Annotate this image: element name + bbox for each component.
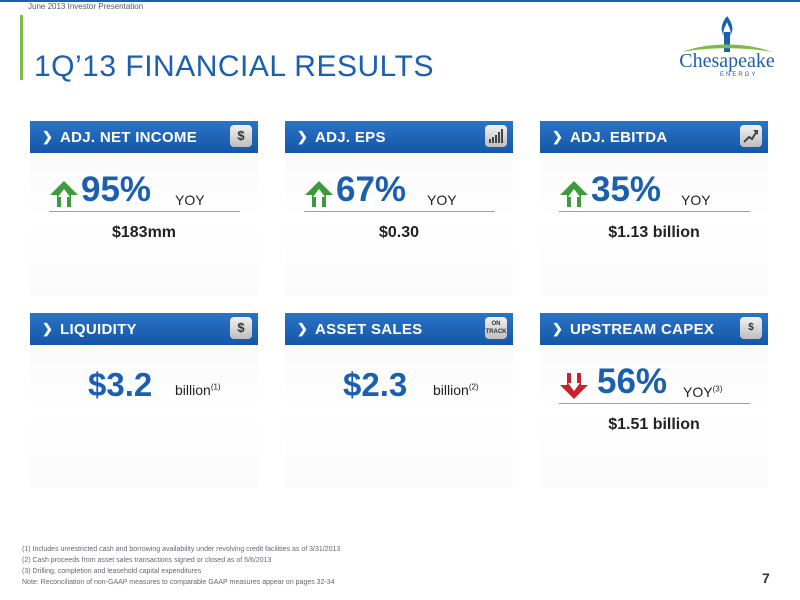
yoy-text: YOY: [683, 384, 713, 400]
invoice-icon: $: [740, 317, 762, 339]
yoy-label: YOY: [681, 192, 711, 208]
footnote-2: (2) Cash proceeds from asset sales trans…: [22, 557, 272, 564]
footnote-1: (1) Includes unrestricted cash and borro…: [22, 546, 341, 553]
metric-value: $183mm: [111, 224, 177, 241]
top-rule: [0, 0, 800, 2]
chevron-right-icon: ❯: [42, 321, 53, 336]
card-label: LIQUIDITY: [60, 321, 137, 338]
card-label: ADJ. EPS: [315, 129, 386, 146]
card-header: ❯ UPSTREAM CAPEX $: [540, 313, 768, 345]
metric-value: $0.30: [378, 224, 420, 241]
chevron-right-icon: ❯: [42, 129, 53, 144]
money-bag-icon: $: [230, 317, 252, 339]
chevron-right-icon: ❯: [297, 129, 308, 144]
footnote-note: Note: Reconciliation of non-GAAP measure…: [22, 579, 335, 586]
card-header: ❯ ADJ. EPS: [285, 121, 513, 153]
flame-icon: [682, 16, 772, 52]
card-asset-sales: ❯ ASSET SALES ON TRACK $2.3 billion(2): [285, 313, 513, 488]
footnote-ref: (2): [468, 382, 479, 392]
liquidity-amount: $3.2: [88, 366, 153, 403]
divider: [559, 211, 750, 212]
card-liquidity: ❯ LIQUIDITY $ $3.2 billion(1): [30, 313, 258, 488]
up-arrow-icon: [305, 181, 333, 207]
on-track-icon: ON TRACK: [485, 317, 507, 339]
dollar-icon: $: [230, 125, 252, 147]
presentation-label: June 2013 Investor Presentation: [28, 2, 144, 11]
footnote-ref: (3): [712, 384, 723, 394]
card-adj-ebitda: ❯ ADJ. EBITDA 35% YOY $1.13 billion: [540, 121, 768, 296]
up-arrow-icon: [50, 181, 78, 207]
card-label: UPSTREAM CAPEX: [570, 321, 715, 338]
card-header: ❯ ADJ. EBITDA: [540, 121, 768, 153]
yoy-label: YOY: [175, 192, 205, 208]
liquidity-unit: billion(1): [175, 382, 221, 398]
chevron-right-icon: ❯: [552, 321, 563, 336]
metric-value: $1.51 billion: [608, 416, 700, 433]
percent-change: 67%: [336, 170, 407, 209]
card-header: ❯ ADJ. NET INCOME $: [30, 121, 258, 153]
chevron-right-icon: ❯: [297, 321, 308, 336]
divider: [304, 211, 495, 212]
bar-chart-icon: [485, 125, 507, 147]
unit-text: billion: [175, 382, 211, 398]
trend-up-icon: [740, 125, 762, 147]
metric-value: $1.13 billion: [608, 224, 700, 241]
percent-change: 95%: [81, 170, 152, 209]
logo-subtext: ENERGY: [720, 72, 758, 78]
up-arrow-icon: [560, 181, 588, 207]
card-adj-eps: ❯ ADJ. EPS 67% YOY $0.30: [285, 121, 513, 296]
unit-text: billion: [433, 382, 469, 398]
percent-change: 56%: [597, 362, 668, 401]
yoy-label: YOY: [427, 192, 457, 208]
card-header: ❯ ASSET SALES ON TRACK: [285, 313, 513, 345]
page-title: 1Q’13 FINANCIAL RESULTS: [34, 50, 434, 83]
page-number: 7: [762, 570, 770, 586]
divider: [559, 403, 750, 404]
divider: [49, 211, 240, 212]
percent-change: 35%: [591, 170, 662, 209]
accent-bar: [20, 15, 23, 80]
company-logo: Chesapeake ENERGY: [668, 12, 786, 92]
card-upstream-capex: ❯ UPSTREAM CAPEX $ 56% YOY(3) $1.51 bill…: [540, 313, 768, 488]
footnote-3: (3) Drilling, completion and leasehold c…: [22, 568, 202, 575]
asset-sales-unit: billion(2): [433, 382, 479, 398]
card-adj-net-income: ❯ ADJ. NET INCOME $ 95% YOY $183mm: [30, 121, 258, 296]
footnotes: (1) Includes unrestricted cash and borro…: [22, 544, 340, 588]
card-label: ADJ. NET INCOME: [60, 129, 198, 146]
card-header: ❯ LIQUIDITY $: [30, 313, 258, 345]
asset-sales-amount: $2.3: [343, 366, 408, 403]
down-arrow-icon: [560, 373, 588, 399]
yoy-label: YOY(3): [683, 384, 722, 400]
card-label: ADJ. EBITDA: [570, 129, 668, 146]
chevron-right-icon: ❯: [552, 129, 563, 144]
logo-wordmark: Chesapeake: [679, 50, 775, 72]
footnote-ref: (1): [210, 382, 221, 392]
card-label: ASSET SALES: [315, 321, 423, 338]
